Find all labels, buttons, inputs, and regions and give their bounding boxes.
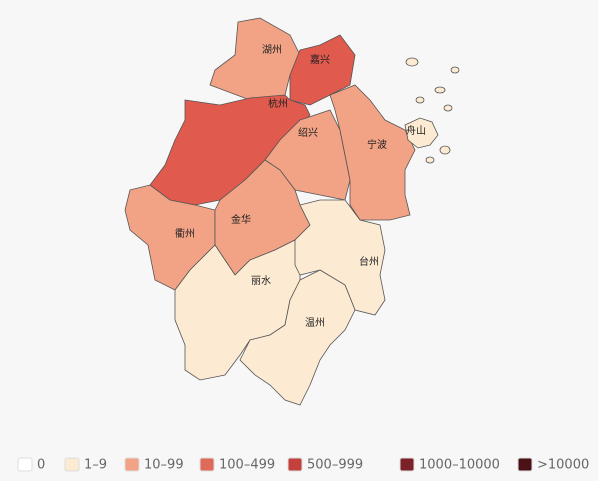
- region-label: 嘉兴: [310, 53, 330, 66]
- region-label: 丽水: [251, 275, 271, 287]
- legend-label[interactable]: 100–499: [219, 458, 275, 473]
- island: [415, 96, 425, 104]
- island: [434, 86, 446, 94]
- legend-swatch[interactable]: [124, 457, 140, 472]
- region-label: 衢州: [175, 228, 195, 240]
- region[interactable]: [239, 269, 356, 406]
- region-label: 杭州: [268, 97, 288, 110]
- legend-swatch[interactable]: [17, 457, 33, 472]
- legend-swatch[interactable]: [64, 457, 80, 472]
- legend-swatch[interactable]: [287, 457, 303, 472]
- region-label: 金华: [231, 213, 251, 226]
- legend-label[interactable]: 500–999: [307, 458, 363, 473]
- legend-swatch[interactable]: [399, 457, 415, 472]
- region-label: 台州: [359, 255, 379, 268]
- legend-swatch[interactable]: [199, 457, 215, 472]
- region[interactable]: [289, 34, 356, 106]
- region[interactable]: [329, 84, 416, 221]
- island: [450, 66, 460, 74]
- legend-swatch[interactable]: [517, 457, 533, 472]
- region-label: 舟山: [406, 124, 426, 137]
- legend-label[interactable]: 10–99: [144, 458, 184, 473]
- region-label: 宁波: [367, 138, 387, 151]
- legend-label[interactable]: 1–9: [84, 458, 107, 473]
- region-label: 温州: [305, 317, 325, 329]
- legend-label[interactable]: 0: [37, 458, 45, 473]
- island: [405, 57, 419, 67]
- legend-label[interactable]: 1000–10000: [419, 458, 500, 473]
- island: [425, 156, 435, 164]
- region[interactable]: [404, 117, 439, 149]
- region-label: 湖州: [262, 44, 282, 56]
- island: [443, 104, 453, 112]
- region-label: 绍兴: [298, 126, 318, 139]
- region[interactable]: [209, 17, 301, 101]
- legend-label[interactable]: >10000: [537, 458, 589, 473]
- region[interactable]: [264, 109, 351, 201]
- island: [439, 145, 451, 155]
